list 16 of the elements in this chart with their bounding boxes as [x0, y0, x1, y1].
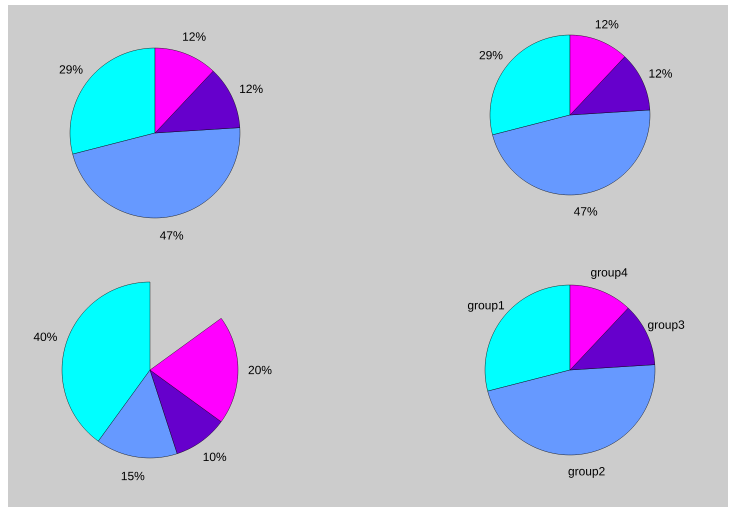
data-label: 15% — [122, 472, 144, 480]
data-label: 12% — [649, 69, 672, 78]
data-label: 12% — [596, 20, 618, 28]
data-label: 29% — [60, 65, 83, 74]
slice-label: group2 — [568, 467, 605, 478]
data-label: 12% — [183, 32, 206, 41]
slice-label: group4 — [591, 268, 628, 279]
data-label: 29% — [480, 50, 503, 60]
slice-label: group1 — [468, 301, 504, 312]
data-label: 47% — [160, 231, 184, 240]
slice-label: group3 — [648, 320, 684, 332]
data-label: 47% — [574, 207, 598, 216]
data-label: 40% — [34, 332, 57, 342]
data-label: 10% — [204, 452, 226, 462]
data-label: 12% — [240, 84, 263, 94]
data-label: 20% — [248, 366, 272, 374]
